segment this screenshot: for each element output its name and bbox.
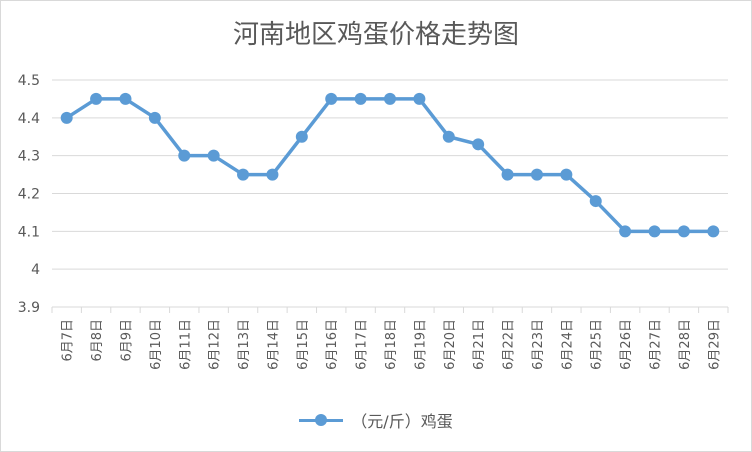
x-tick-label: 6月23日	[531, 319, 546, 370]
legend-swatch-icon	[299, 414, 344, 426]
y-axis-ticks: 3.9 4 4.1 4.2 4.3 4.4 4.5	[18, 73, 40, 316]
data-point	[237, 168, 250, 181]
y-tick-label: 4.3	[18, 149, 40, 165]
data-point	[90, 92, 103, 105]
data-point	[207, 149, 220, 162]
y-tick-label: 4.2	[18, 187, 40, 203]
x-tick-label: 6月8日	[90, 319, 105, 362]
x-tick-label: 6月22日	[502, 319, 517, 370]
x-tick-label: 6月7日	[61, 319, 76, 362]
data-point	[560, 168, 573, 181]
legend-label: （元/斤）鸡蛋	[351, 412, 453, 431]
data-point	[60, 111, 73, 124]
x-tick-label: 6月15日	[296, 319, 311, 370]
x-tick-label: 6月13日	[237, 319, 252, 370]
data-point	[677, 225, 690, 238]
y-tick-label: 4.1	[18, 224, 40, 240]
series-line	[65, 97, 714, 234]
x-tick-label: 6月19日	[413, 319, 428, 370]
data-point	[501, 168, 514, 181]
data-point	[148, 111, 161, 124]
chart-title: 河南地区鸡蛋价格走势图	[232, 20, 519, 50]
gridlines	[51, 79, 729, 313]
x-tick-label: 6月26日	[619, 319, 634, 370]
data-point	[266, 168, 279, 181]
data-series	[60, 92, 720, 238]
x-tick-label: 6月11日	[178, 319, 193, 370]
data-point	[707, 225, 720, 238]
x-tick-label: 6月9日	[119, 319, 134, 362]
x-tick-label: 6月14日	[266, 319, 281, 370]
data-point	[619, 225, 632, 238]
x-tick-label: 6月29日	[707, 319, 722, 370]
data-point	[295, 130, 308, 143]
x-tick-label: 6月24日	[560, 319, 575, 370]
x-tick-label: 6月28日	[678, 319, 693, 370]
data-point	[589, 195, 602, 208]
data-point	[530, 168, 543, 181]
x-tick-label: 6月25日	[590, 319, 605, 370]
x-tick-label: 6月10日	[149, 319, 164, 370]
x-tick-label: 6月20日	[443, 319, 458, 370]
x-tick-label: 6月12日	[208, 319, 223, 370]
y-tick-label: 3.9	[18, 300, 40, 316]
data-point	[384, 92, 396, 105]
x-tick-label: 6月21日	[472, 319, 487, 370]
x-tick-label: 6月18日	[384, 319, 399, 370]
x-tick-label: 6月17日	[355, 319, 370, 370]
data-point	[472, 138, 485, 151]
data-point	[119, 92, 132, 105]
y-tick-label: 4.4	[18, 111, 40, 127]
legend: （元/斤）鸡蛋	[0, 408, 752, 432]
x-axis-ticks: 6月7日 6月8日 6月9日 6月10日 6月11日 6月12日 6月13日 6月14日 6月1…	[61, 319, 723, 370]
y-tick-label: 4	[31, 262, 40, 278]
data-point	[413, 92, 426, 105]
data-point	[178, 149, 191, 162]
data-point	[648, 225, 661, 238]
data-point	[442, 130, 455, 143]
x-tick-label: 6月16日	[325, 319, 340, 370]
data-point	[325, 92, 338, 105]
data-point	[354, 92, 367, 105]
y-tick-label: 4.5	[18, 73, 40, 89]
x-tick-label: 6月27日	[649, 319, 664, 370]
